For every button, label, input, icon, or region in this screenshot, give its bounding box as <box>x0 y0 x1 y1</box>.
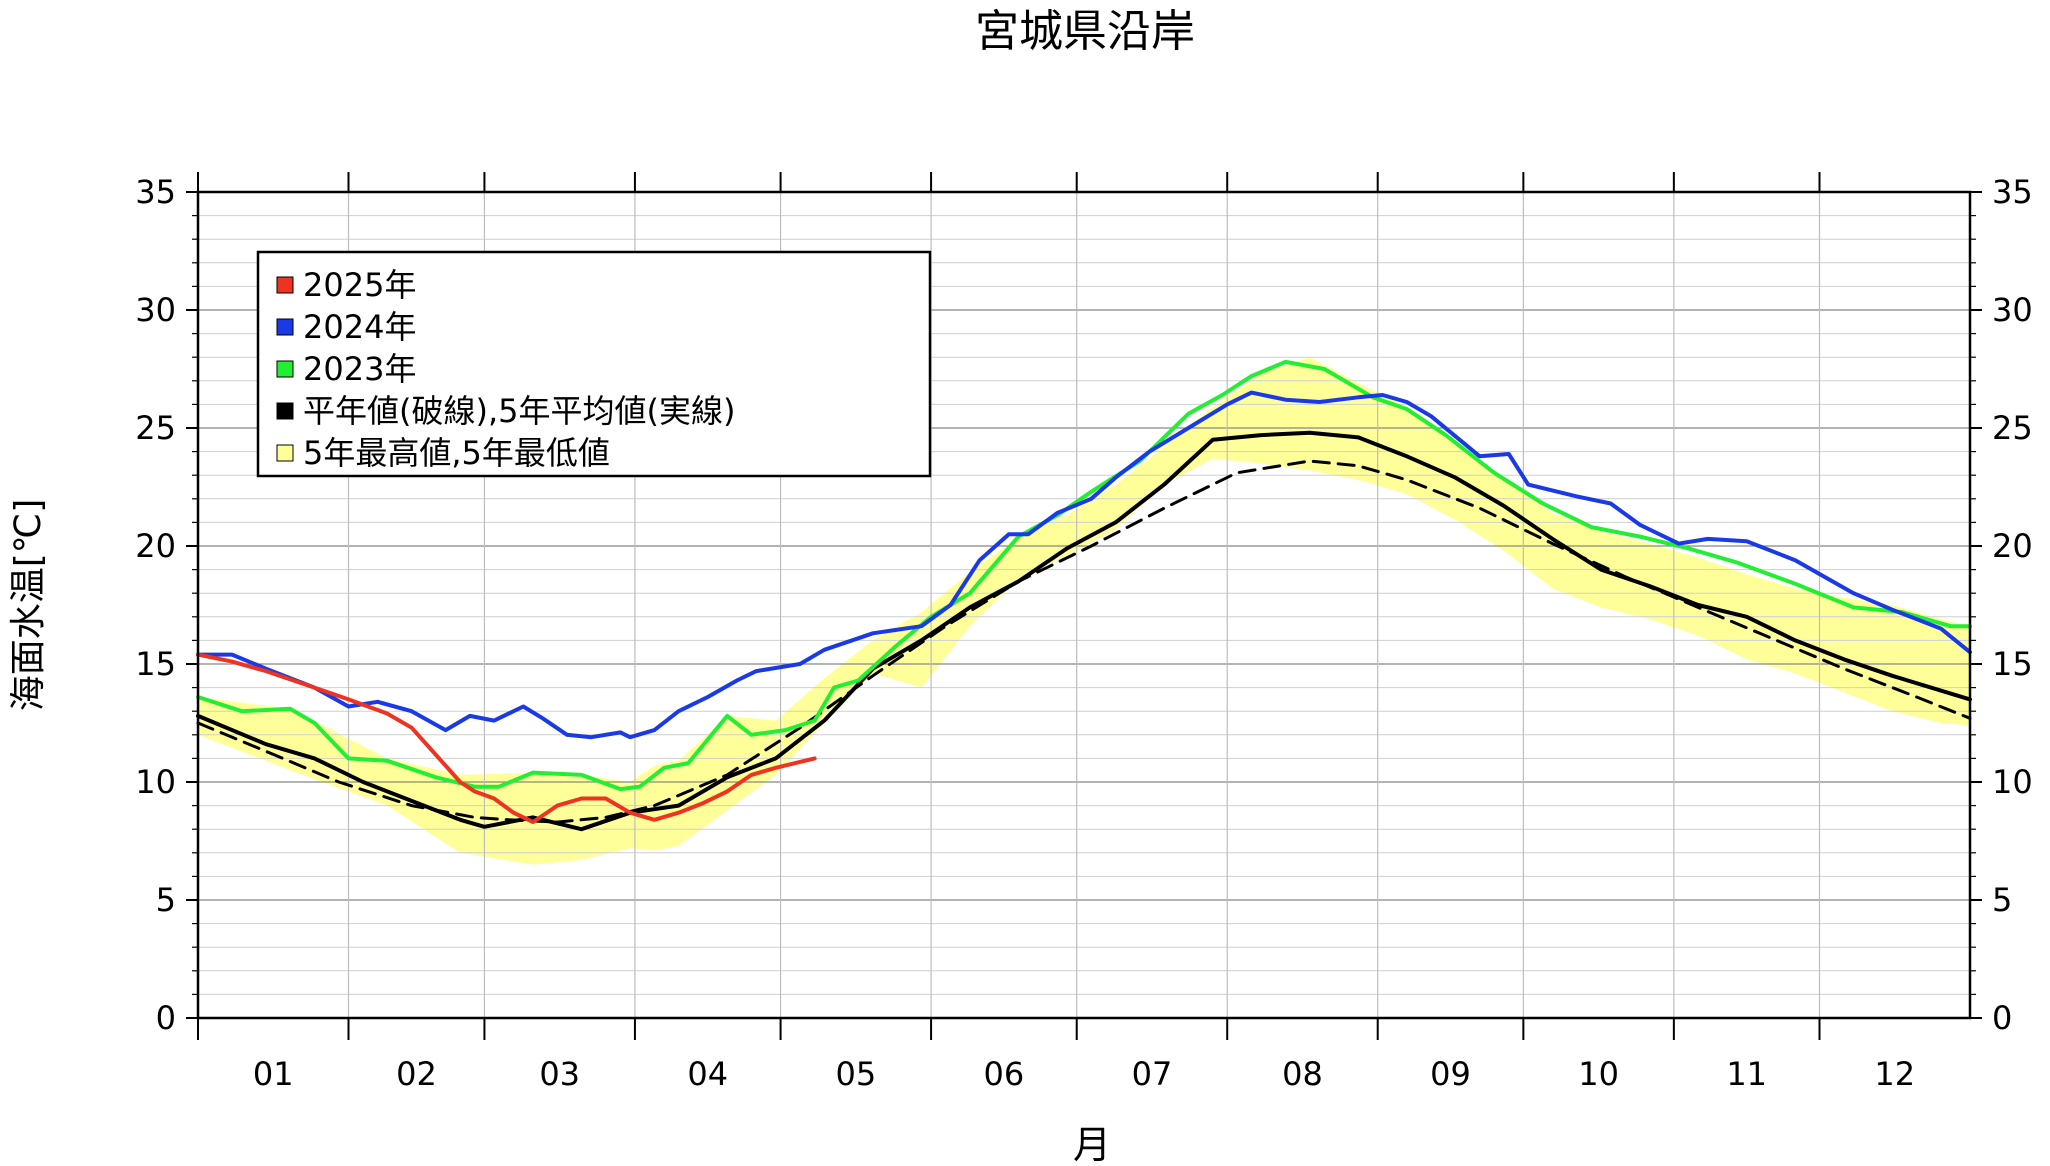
y-tick-label-left-25: 25 <box>135 409 176 447</box>
y-tick-label-right-15: 15 <box>1992 645 2033 683</box>
x-tick-label-04: 04 <box>687 1055 728 1093</box>
y-tick-label-right-10: 10 <box>1992 763 2033 801</box>
x-tick-label-09: 09 <box>1430 1055 1471 1093</box>
legend-swatch-2025 <box>276 276 294 294</box>
legend-label-2025: 2025年 <box>303 266 416 304</box>
y-axis-label: 海面水温[℃] <box>8 499 49 712</box>
x-tick-label-08: 08 <box>1282 1055 1323 1093</box>
legend-box <box>256 250 932 478</box>
legend-swatch-range <box>276 444 294 462</box>
x-tick-label-11: 11 <box>1726 1055 1767 1093</box>
x-tick-label-03: 03 <box>539 1055 580 1093</box>
series-line-3 <box>196 430 1972 832</box>
plot-frame <box>196 190 1972 1020</box>
x-tick-label-06: 06 <box>984 1055 1025 1093</box>
x-tick-label-05: 05 <box>835 1055 876 1093</box>
legend-swatch-2023 <box>276 360 294 378</box>
y-tick-label-right-0: 0 <box>1992 999 2012 1037</box>
legend: 2025年 2024年 2023年 平年値(破線),5年平均値(実線) 5年最高… <box>256 250 932 478</box>
x-tick-label-12: 12 <box>1874 1055 1915 1093</box>
legend-swatch-normal <box>276 402 294 420</box>
y-tick-label-left-10: 10 <box>135 763 176 801</box>
chart-title: 宮城県沿岸 <box>975 6 1195 57</box>
legend-label-normal: 平年値(破線),5年平均値(実線) <box>303 392 735 430</box>
y-tick-label-left-5: 5 <box>156 881 176 919</box>
series-line-0 <box>196 652 817 825</box>
y-tick-label-right-30: 30 <box>1992 291 2033 329</box>
legend-label-2024: 2024年 <box>303 308 416 346</box>
series-line-1 <box>196 390 1972 740</box>
legend-swatch-2024 <box>276 318 294 336</box>
y-tick-label-right-25: 25 <box>1992 409 2033 447</box>
x-tick-label-02: 02 <box>396 1055 437 1093</box>
y-tick-label-right-5: 5 <box>1992 881 2012 919</box>
y-tick-label-left-20: 20 <box>135 527 176 565</box>
x-axis-label: 月 <box>1073 1123 1111 1166</box>
y-tick-label-left-30: 30 <box>135 291 176 329</box>
legend-label-range: 5年最高値,5年最低値 <box>303 434 610 472</box>
x-tick-label-07: 07 <box>1132 1055 1173 1093</box>
band-layer <box>198 357 1970 865</box>
y-tick-label-right-20: 20 <box>1992 527 2033 565</box>
x-tick-label-10: 10 <box>1578 1055 1619 1093</box>
y-tick-label-left-0: 0 <box>156 999 176 1037</box>
y-tick-label-left-15: 15 <box>135 645 176 683</box>
legend-label-2023: 2023年 <box>303 350 416 388</box>
series-layer <box>196 359 1972 832</box>
y-tick-label-right-35: 35 <box>1992 173 2033 211</box>
band-5yr-range <box>198 357 1970 865</box>
y-tick-label-left-35: 35 <box>135 173 176 211</box>
x-tick-label-01: 01 <box>253 1055 294 1093</box>
series-line-2 <box>196 359 1972 792</box>
